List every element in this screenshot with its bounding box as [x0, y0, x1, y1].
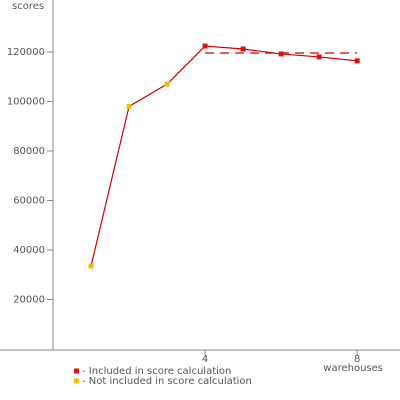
legend-marker [74, 378, 79, 384]
y-tick-label: 60000 [13, 195, 45, 206]
y-tick-label: 120000 [7, 47, 45, 58]
line-segment [319, 56, 358, 62]
point [88, 263, 94, 269]
y-tick-label: 100000 [7, 96, 45, 107]
line-segment [243, 48, 282, 55]
point [164, 81, 170, 87]
line-segment [90, 106, 130, 267]
y-tick-label: 40000 [13, 245, 45, 256]
x-axis-label: warehouses [323, 363, 383, 374]
legend-marker [74, 368, 79, 374]
line-segment [281, 53, 320, 58]
point [240, 46, 246, 52]
point [126, 103, 132, 109]
point [354, 58, 360, 64]
line-segment [205, 45, 244, 50]
y-tick-label: 80000 [13, 146, 45, 157]
y-axis-label: scores [12, 1, 44, 12]
point [316, 54, 322, 60]
legend-label: - Not included in score calculation [82, 376, 252, 387]
y-tick-label: 20000 [13, 294, 45, 305]
point [202, 43, 208, 49]
legend-label: - Included in score calculation [82, 366, 231, 377]
point [278, 51, 284, 57]
x-tick-label: 8 [354, 354, 360, 365]
x-tick-label: 4 [202, 354, 208, 365]
line-segment [128, 83, 168, 107]
line-segment [166, 45, 206, 85]
